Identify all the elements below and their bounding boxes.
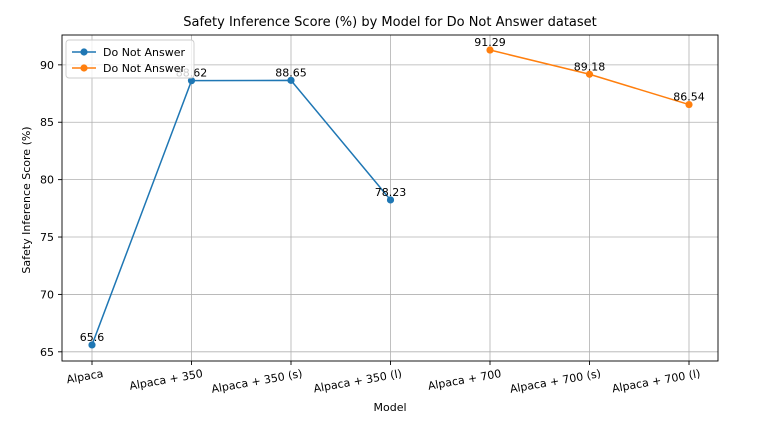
y-axis-label: Safety Inference Score (%)	[20, 126, 33, 273]
data-point	[685, 100, 693, 109]
x-tick-label: Alpaca	[66, 367, 105, 386]
legend-marker	[80, 64, 88, 72]
y-tick-label: 90	[40, 59, 54, 72]
x-tick-label: Alpaca + 700 (l)	[611, 367, 701, 395]
legend: Do Not Answer Do Not Answer	[65, 39, 195, 79]
x-tick-label: Alpaca + 700	[427, 367, 502, 393]
y-tick-label: 70	[40, 288, 54, 301]
data-point	[88, 341, 96, 349]
x-axis-label: Model	[373, 401, 406, 414]
data-point	[386, 196, 395, 204]
data-point	[287, 76, 295, 84]
x-tick-label: Alpaca + 700 (s)	[509, 367, 602, 396]
data-label: 89.18	[574, 60, 606, 73]
y-tick-label: 65	[40, 346, 54, 359]
x-tick-label: Alpaca + 350	[128, 367, 203, 393]
y-tick-label: 80	[40, 174, 54, 187]
y-tick-label: 75	[40, 231, 54, 244]
chart-title: Safety Inference Score (%) by Model for …	[183, 15, 597, 30]
axis-layer: 65 70 75 80 85 90 Alpaca Alpaca + 350 Alpaca + 3…	[40, 59, 701, 396]
legend-label: Do Not Answer	[103, 46, 185, 59]
data-point	[486, 46, 494, 54]
data-point	[187, 77, 196, 85]
plot-frame	[61, 34, 719, 362]
data-label: 86.54	[673, 91, 705, 104]
data-point	[585, 70, 594, 78]
data-label: 78.23	[375, 186, 407, 199]
data-label: 65.6	[80, 331, 105, 344]
series-line-1	[91, 79, 392, 346]
data-label: 91.29	[474, 36, 506, 49]
x-tick-label: Alpaca + 350 (l)	[313, 367, 403, 395]
x-tick-label: Alpaca + 350 (s)	[210, 367, 303, 396]
legend-box	[65, 39, 195, 79]
legend-marker	[80, 48, 88, 56]
legend-label: Do Not Answer	[103, 62, 185, 75]
series-layer	[88, 46, 693, 349]
y-tick-label: 85	[40, 116, 54, 129]
data-label: 88.65	[275, 66, 307, 79]
